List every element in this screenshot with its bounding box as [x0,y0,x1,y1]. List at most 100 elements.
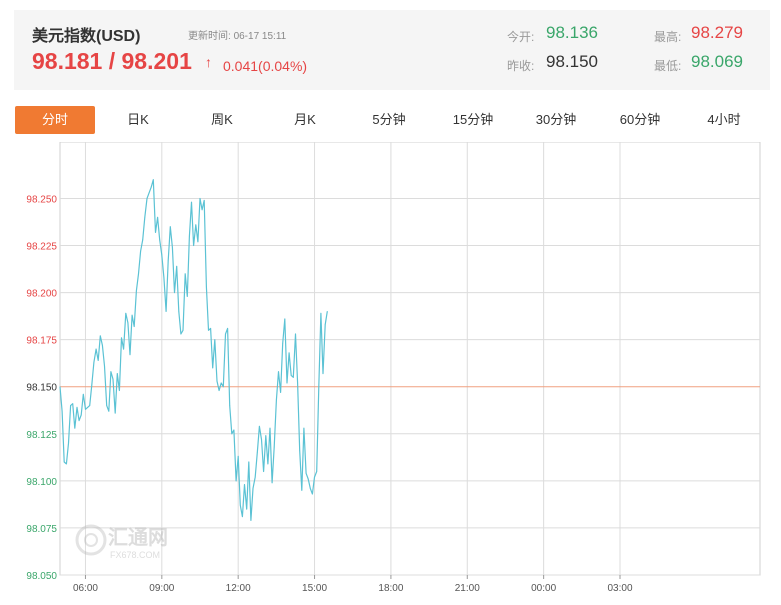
data-point [258,425,260,427]
data-point [301,489,303,491]
data-point [305,472,307,474]
data-point [197,241,199,243]
chart-area[interactable]: 汇通网 FX678.COM 98.050 98.075 98.100 98.125 98… [0,141,781,600]
data-point [326,311,328,312]
data-point [59,386,61,388]
data-point [63,461,65,463]
data-point [322,373,324,374]
data-point [261,439,262,440]
x-tick-label: 18:00 [378,583,403,594]
data-point [172,247,173,248]
data-point [252,488,254,489]
data-point [201,209,203,211]
instrument-title: 美元指数(USD) [32,28,141,45]
tab-daily-k[interactable]: 日K [127,112,149,127]
data-point [203,199,205,201]
data-point [295,333,296,335]
data-point [174,292,175,294]
up-arrow-icon: ↑ [205,54,212,70]
data-point [193,245,195,246]
intraday-chart[interactable]: 汇通网 FX678.COM 98.05098.07598.10098.12598… [0,141,781,600]
data-point [163,277,165,278]
data-point [188,235,190,237]
grid [59,141,761,576]
watermark: 汇通网 FX678.COM [75,524,168,560]
x-tick-label: 06:00 [73,583,98,594]
data-point [246,508,248,510]
update-time-value: 06-17 15:11 [233,31,287,42]
data-point [216,380,218,382]
data-point [222,386,224,388]
update-time-label: 更新时间: [188,31,231,42]
data-point [140,250,142,252]
data-point [116,373,118,374]
data-point [161,254,163,256]
y-tick-label: 98.125 [26,430,57,441]
tab-intraday[interactable]: 分时 [15,106,95,134]
watermark-logo-icon [75,524,107,556]
data-point [138,273,139,275]
tab-monthly-k[interactable]: 月K [294,112,316,127]
data-point [280,391,282,393]
data-point [303,427,305,429]
data-point [85,408,86,410]
data-point [87,407,88,408]
data-point [199,198,201,199]
data-point [309,488,311,489]
data-point [231,433,233,435]
data-point [110,371,112,373]
data-point [267,463,269,465]
data-point [112,378,114,380]
data-point [74,427,76,429]
data-point [178,311,180,312]
data-point [129,354,131,356]
data-point [70,405,72,406]
data-point [104,365,105,367]
data-point [150,186,152,188]
data-point [324,324,326,326]
y-tick-label: 98.050 [26,571,57,582]
x-tick-label: 00:00 [531,583,556,594]
tab-60min[interactable]: 60分钟 [619,112,661,127]
data-point [184,273,186,275]
data-point [297,382,298,384]
data-point [118,390,120,391]
data-point [97,359,99,361]
open-label: 今开: [507,30,535,44]
data-point [265,435,267,437]
data-point [278,371,279,373]
data-point [125,312,127,314]
update-time: 更新时间: 06-17 15:11 [188,27,286,42]
data-point [237,455,239,457]
data-point [102,344,103,346]
tab-5min[interactable]: 5分钟 [372,112,406,127]
data-point [244,484,245,486]
data-point [186,295,188,297]
data-point [282,343,284,344]
tab-30min[interactable]: 30分钟 [535,112,577,127]
data-point [195,224,197,226]
low-value: 98.069 [691,52,743,71]
y-tick-label: 98.200 [26,289,57,300]
tab-15min[interactable]: 15分钟 [452,112,494,127]
data-point [212,367,214,369]
data-point [275,399,277,401]
y-tick-label: 98.075 [26,524,57,535]
high-value: 98.279 [691,23,743,42]
data-point [225,333,226,335]
data-point [157,216,158,218]
data-point [233,429,235,431]
data-point [292,376,294,378]
data-point [91,384,93,386]
data-point [169,226,171,228]
data-point [254,476,256,478]
tab-4h[interactable]: 4小时 [707,112,741,127]
price-change: 0.041(0.04%) [223,58,308,74]
data-point [152,179,154,181]
data-point [142,239,144,241]
tab-weekly-k[interactable]: 周K [211,112,233,127]
data-point [76,407,78,408]
bid-ask-price: 98.181 / 98.201 [32,48,192,74]
period-tabs: 分时 日K 周K 月K 5分钟 15分钟 30分钟 60分钟 4小时 [14,106,770,134]
data-point [320,312,322,314]
